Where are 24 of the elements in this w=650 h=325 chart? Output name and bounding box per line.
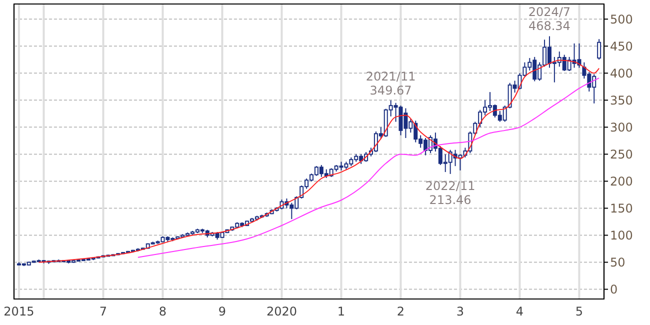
y-tick-label: 50	[610, 256, 626, 270]
y-tick-label: 400	[610, 66, 633, 80]
y-tick-label: 250	[610, 147, 633, 162]
x-tick-label: 2020	[266, 304, 298, 319]
x-tick-label: 7	[99, 304, 108, 319]
x-tick-label: 2015	[4, 304, 34, 319]
y-tick-label: 450	[610, 39, 633, 54]
annotation: 2024/7 468.34	[528, 5, 571, 34]
x-tick-label: 9	[218, 304, 226, 319]
y-tick-label: 350	[610, 93, 633, 108]
y-tick-label: 100	[610, 228, 633, 243]
y-tick-label: 0	[610, 282, 618, 297]
x-tick-label: 8	[158, 304, 167, 319]
y-tick-label: 500	[610, 12, 633, 26]
y-tick-label: 150	[610, 201, 633, 216]
x-tick-label: 2	[396, 304, 405, 319]
x-tick-label: 5	[575, 304, 584, 319]
x-tick-label: 4	[516, 304, 524, 319]
x-tick-label: 3	[456, 304, 464, 319]
x-tick-label: 1	[337, 304, 346, 319]
y-tick-label: 300	[610, 120, 633, 134]
annotation: 2022/11 213.46	[425, 178, 476, 207]
annotation: 2021/11 349.67	[366, 69, 416, 98]
y-tick-label: 200	[610, 174, 633, 188]
